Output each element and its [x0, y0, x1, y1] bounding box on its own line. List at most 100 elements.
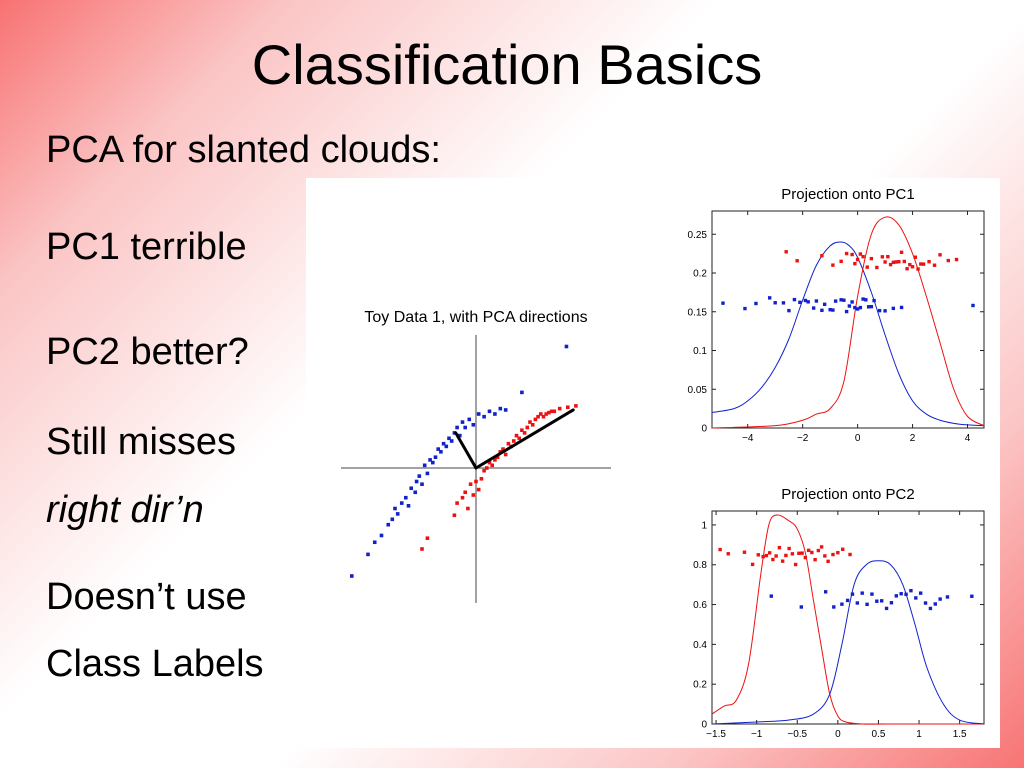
toy-point-blue: [372, 540, 377, 545]
toy-point-blue: [447, 436, 451, 441]
pc2-point-blue: [870, 592, 874, 596]
pc1-point-blue: [872, 298, 876, 303]
pc1-point-red: [886, 254, 890, 259]
pc2-point-red: [771, 557, 775, 562]
pc1-point-red: [855, 257, 860, 262]
pc2-point-red: [848, 552, 852, 557]
toy-point-blue: [428, 458, 432, 462]
pc1-point-blue: [831, 308, 835, 312]
pc1-point-red: [839, 259, 843, 264]
pc1-y-tick-label: 0.25: [688, 230, 708, 241]
toy-point-red: [460, 495, 465, 500]
pc2-point-red: [767, 551, 772, 555]
pc1-point-blue: [792, 297, 797, 302]
pc1-x-tick-label: 4: [965, 433, 971, 444]
pc1-point-red: [891, 260, 896, 265]
toy-point-red: [452, 513, 457, 518]
figure-panel: Toy Data 1, with PCA directions Projectio…: [306, 178, 1000, 748]
pc1-y-tick-label: 0: [701, 424, 707, 435]
pc2-y-tick-label: 1: [701, 520, 707, 531]
pc1-point-red: [938, 253, 942, 257]
pc2-point-blue: [928, 606, 933, 611]
pc1-point-blue: [864, 298, 868, 302]
pc2-y-tick-label: 0.8: [693, 560, 707, 571]
pc1-point-blue: [869, 304, 874, 309]
pc2-point-red: [742, 550, 747, 554]
pc2-point-blue: [938, 597, 942, 601]
pc1-y-tick-label: 0.15: [688, 307, 708, 318]
pc2-point-blue: [914, 596, 918, 600]
toy-point-red: [552, 409, 557, 414]
pc1-x-tick-label: 2: [910, 433, 916, 444]
pc2-point-blue: [860, 591, 864, 595]
pc2-point-red: [826, 559, 830, 564]
pc2-point-red: [841, 547, 845, 551]
pc2-axes-box: [711, 510, 985, 725]
toy-point-red: [544, 412, 548, 416]
toy-point-blue: [455, 425, 459, 430]
pc2-x-tick-label: −1.5: [706, 729, 726, 740]
toy-point-red: [525, 425, 530, 430]
pc2-point-red: [774, 554, 778, 558]
pc2-point-blue: [933, 602, 937, 606]
pc1-point-red: [795, 259, 799, 263]
pc1-point-blue: [806, 300, 810, 304]
toy-point-blue: [476, 412, 481, 416]
pc1-point-blue: [798, 300, 802, 305]
toy-point-blue: [420, 482, 424, 486]
pc1-point-red: [902, 259, 907, 264]
toy-point-red: [514, 433, 519, 438]
pc2-point-blue: [879, 599, 884, 603]
pca-direction-pc2: [454, 431, 478, 470]
pc1-point-red: [888, 262, 893, 267]
pc1-point-red: [905, 267, 909, 271]
pc2-point-red: [756, 553, 760, 557]
pc2-point-red: [761, 555, 765, 559]
toy-point-blue: [409, 486, 413, 491]
toy-point-red: [530, 423, 535, 427]
pc1-point-red: [865, 265, 869, 269]
pc2-point-red: [790, 552, 795, 556]
toy-point-red: [476, 487, 481, 492]
pc2-point-red: [803, 555, 808, 560]
bullet-labels-line1: Doesn’t use: [46, 576, 247, 618]
pc1-point-red: [858, 252, 863, 256]
pc1-point-blue: [842, 298, 846, 302]
toy-point-red: [566, 405, 570, 410]
pc1-y-tick-label: 0.2: [693, 269, 707, 280]
pc2-point-blue: [875, 599, 879, 603]
toy-point-blue: [458, 433, 462, 438]
pc2-point-red: [787, 546, 791, 551]
pc2-y-tick-label: 0: [701, 720, 707, 731]
pc1-point-red: [946, 258, 950, 263]
toy-point-red: [468, 482, 473, 486]
toy-point-blue: [467, 417, 472, 422]
pc1-point-blue: [767, 296, 772, 300]
pc2-point-blue: [899, 592, 903, 596]
toy-point-red: [479, 477, 484, 481]
toy-point-red: [506, 441, 511, 446]
toy-point-red: [549, 409, 554, 414]
bullet-labels-line2: Class Labels: [46, 643, 264, 685]
pc2-point-red: [816, 548, 821, 553]
pc1-point-blue: [971, 303, 975, 308]
pc2-point-blue: [799, 605, 804, 609]
pc1-axes-box: [711, 210, 985, 429]
pc2-point-red: [806, 548, 811, 553]
pc1-point-red: [869, 256, 874, 261]
toy-point-red: [517, 436, 521, 441]
toy-point-blue: [390, 517, 395, 522]
toy-point-red: [482, 468, 486, 473]
pc2-point-blue: [823, 590, 828, 594]
pc1-point-blue: [839, 298, 843, 302]
pc2-point-red: [819, 545, 824, 549]
toy-point-blue: [431, 460, 435, 465]
pc1-point-blue: [811, 306, 816, 310]
pc1-point-red: [850, 252, 854, 257]
pc2-x-tick-label: 0.5: [871, 729, 885, 740]
pc1-point-blue: [743, 306, 747, 311]
toy-point-blue: [379, 533, 384, 538]
pc2-point-blue: [850, 592, 855, 596]
pc1-point-red: [932, 263, 937, 267]
pc1-point-red: [916, 267, 920, 271]
